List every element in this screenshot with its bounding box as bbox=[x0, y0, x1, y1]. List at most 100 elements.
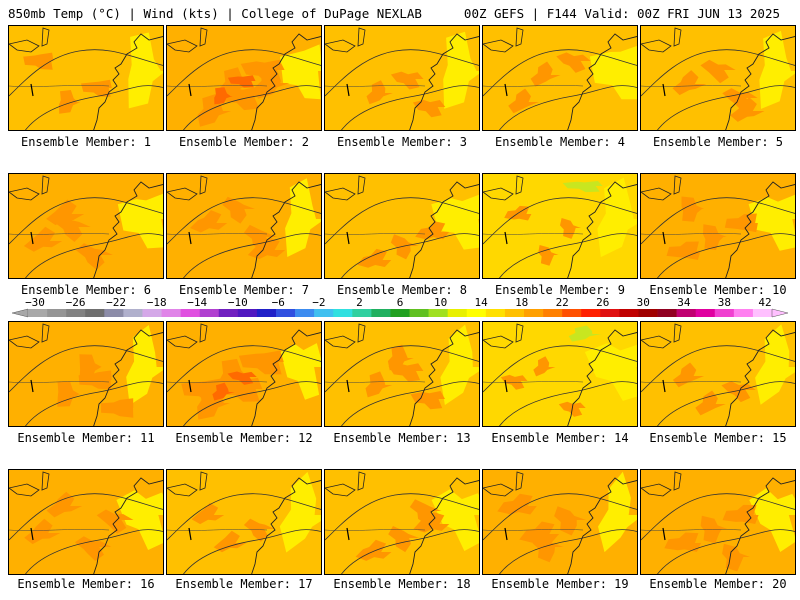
isotherm-line bbox=[9, 49, 163, 97]
lake-outline bbox=[641, 187, 672, 201]
warm-region bbox=[413, 512, 450, 533]
state-border bbox=[641, 529, 742, 531]
warm-region bbox=[74, 536, 112, 561]
ensemble-member-map bbox=[324, 25, 480, 131]
lake-outline bbox=[41, 175, 50, 195]
isotherm-line bbox=[341, 529, 479, 574]
coastline bbox=[409, 477, 479, 574]
colorbar-tick-label: 38 bbox=[718, 296, 731, 309]
wind-barb-icon bbox=[662, 527, 666, 541]
temperature-field bbox=[9, 174, 163, 278]
lake-outline bbox=[483, 187, 514, 201]
colorbar-segment bbox=[123, 309, 143, 317]
isotherm-line bbox=[9, 493, 163, 541]
colorbar-segment bbox=[199, 309, 220, 317]
cool-region bbox=[431, 194, 479, 250]
isotherm-line bbox=[183, 381, 321, 426]
cool-region bbox=[285, 178, 321, 257]
colorbar-segment bbox=[428, 309, 448, 317]
ensemble-member-map bbox=[324, 321, 480, 427]
isotherm-line bbox=[341, 381, 479, 426]
state-border bbox=[167, 381, 268, 383]
lake-outline bbox=[641, 483, 672, 497]
isotherm-line bbox=[483, 197, 637, 245]
coastline bbox=[567, 181, 637, 278]
wind-barb-icon bbox=[188, 231, 192, 245]
isotherm-line bbox=[483, 49, 637, 97]
warm-region bbox=[23, 226, 63, 252]
colorbar-tick-label: −10 bbox=[228, 296, 248, 309]
warm-region bbox=[556, 52, 591, 73]
ensemble-member-label: Ensemble Member: 19 bbox=[491, 577, 629, 591]
coastline bbox=[725, 329, 795, 426]
warm-region bbox=[390, 234, 419, 260]
colorbar-segment bbox=[256, 309, 277, 317]
ensemble-member-label: Ensemble Member: 20 bbox=[649, 577, 787, 591]
ensemble-member-label: Ensemble Member: 16 bbox=[17, 577, 155, 591]
cool-region bbox=[128, 32, 163, 109]
colorbar-tick-label: −14 bbox=[187, 296, 207, 309]
lake-outline bbox=[325, 335, 356, 349]
coastline bbox=[93, 329, 163, 426]
colorbar-segment bbox=[466, 309, 487, 317]
cool-region bbox=[755, 324, 795, 405]
model-run-info: 00Z GEFS | F144 Valid: 00Z FRI JUN 13 20… bbox=[463, 6, 780, 21]
isotherm-line bbox=[499, 233, 637, 278]
isotherm-line bbox=[25, 381, 163, 426]
wind-barb-icon bbox=[504, 527, 508, 541]
temperature-field bbox=[9, 26, 163, 130]
warm-region bbox=[703, 224, 727, 251]
ensemble-member-label: Ensemble Member: 17 bbox=[175, 577, 313, 591]
colorbar-tick-label: −6 bbox=[272, 296, 285, 309]
warm-region bbox=[218, 86, 263, 111]
warm-region bbox=[532, 533, 564, 563]
coastline bbox=[725, 33, 795, 130]
lake-outline bbox=[167, 335, 198, 349]
lake-outline bbox=[41, 27, 50, 47]
temperature-field bbox=[325, 470, 479, 574]
state-border bbox=[483, 529, 584, 531]
colorbar-segment bbox=[524, 309, 544, 317]
warm-region bbox=[243, 518, 275, 542]
colorbar-segment bbox=[28, 309, 48, 317]
warm-region bbox=[76, 243, 113, 270]
colorbar-tick-label: −18 bbox=[147, 296, 167, 309]
cool-green-region bbox=[568, 325, 602, 342]
warm-region bbox=[191, 503, 225, 525]
temperature-field bbox=[9, 322, 163, 426]
coastline bbox=[409, 33, 479, 130]
colorbar-segment bbox=[733, 309, 754, 317]
map-title: 850mb Temp (°C) | Wind (kts) | College o… bbox=[8, 6, 422, 21]
wind-barb-icon bbox=[662, 379, 666, 393]
cool-region bbox=[440, 324, 479, 405]
colorbar-segment bbox=[85, 309, 105, 317]
colorbar-segment bbox=[619, 309, 639, 317]
lake-outline bbox=[325, 39, 356, 53]
wind-barb-icon bbox=[188, 527, 192, 541]
temperature-field bbox=[483, 470, 637, 574]
coastline bbox=[725, 181, 795, 278]
temperature-field bbox=[483, 174, 637, 278]
ensemble-member-map bbox=[8, 173, 164, 279]
warm-region bbox=[530, 61, 561, 87]
ensemble-member-map bbox=[166, 469, 322, 575]
colorbar-segment bbox=[66, 309, 86, 317]
ensemble-member-map bbox=[8, 469, 164, 575]
isotherm-line bbox=[25, 529, 163, 574]
isotherm-line bbox=[167, 493, 321, 541]
ensemble-member-label: Ensemble Member: 6 bbox=[20, 283, 152, 297]
ensemble-member-label: Ensemble Member: 13 bbox=[333, 431, 471, 445]
wind-barb-icon bbox=[30, 379, 34, 393]
coastline bbox=[725, 477, 795, 574]
warm-region bbox=[415, 221, 450, 240]
isotherm-line bbox=[641, 49, 795, 97]
cool-green-region bbox=[562, 181, 603, 193]
hot-region bbox=[227, 75, 256, 88]
warm-region bbox=[519, 521, 560, 543]
colorbar-segment bbox=[752, 309, 773, 317]
colorbar-segment bbox=[333, 309, 353, 317]
cool-region bbox=[597, 177, 637, 258]
hot-region bbox=[214, 87, 233, 105]
temperature-field bbox=[641, 26, 795, 130]
lake-outline bbox=[673, 175, 682, 195]
